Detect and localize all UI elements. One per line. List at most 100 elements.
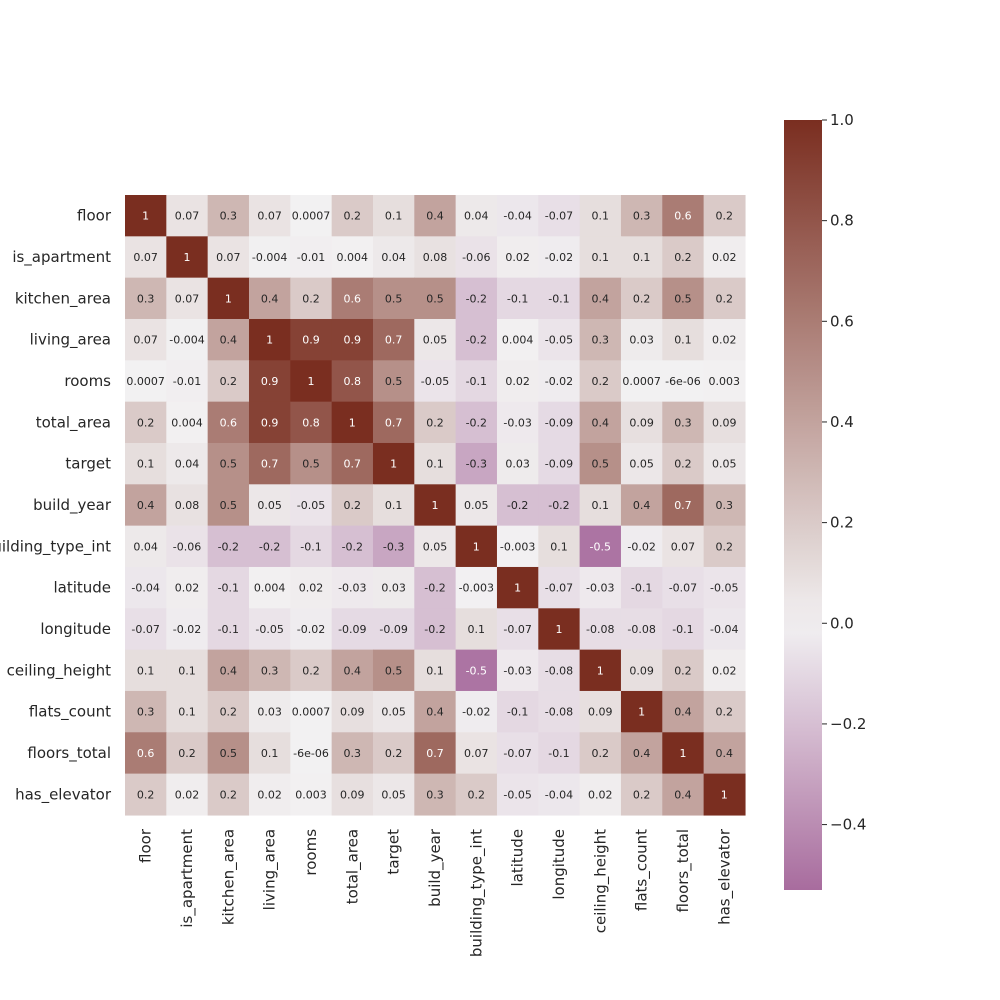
cell-annotation: 0.7 xyxy=(385,334,403,347)
heatmap-cell xyxy=(125,690,167,733)
cell-annotation: 0.05 xyxy=(381,788,406,801)
heatmap-cell xyxy=(455,442,498,485)
cell-annotation: 0.2 xyxy=(716,292,734,305)
heatmap-cell xyxy=(414,566,457,609)
cell-annotation: 0.03 xyxy=(257,706,282,719)
cell-annotation: 0.9 xyxy=(261,416,279,429)
heatmap-cell xyxy=(248,442,291,485)
heatmap-cell xyxy=(703,277,746,320)
cell-annotation: 0.08 xyxy=(423,251,448,264)
cell-annotation: 0.3 xyxy=(261,664,279,677)
cell-annotation: 0.2 xyxy=(137,788,155,801)
cell-annotation: 0.07 xyxy=(133,251,158,264)
cell-annotation: 0.6 xyxy=(344,292,362,305)
heatmap-cell xyxy=(166,401,209,444)
heatmap-cell xyxy=(207,484,250,527)
heatmap-cell xyxy=(620,773,663,816)
cell-annotation: 0.1 xyxy=(550,540,568,553)
cell-annotation: 0.02 xyxy=(257,788,282,801)
cell-annotation: 0.02 xyxy=(505,375,530,388)
heatmap-cell xyxy=(579,318,622,361)
heatmap-cell xyxy=(662,277,705,320)
cell-annotation: -0.07 xyxy=(131,623,159,636)
cell-annotation: -0.1 xyxy=(300,540,321,553)
heatmap-cell xyxy=(455,773,498,816)
cell-annotation: -0.004 xyxy=(169,334,204,347)
y-tick-label: total_area xyxy=(36,413,111,432)
heatmap-cell xyxy=(372,608,415,651)
heatmap-cell xyxy=(166,773,209,816)
cell-annotation: -0.2 xyxy=(466,292,487,305)
heatmap-cell xyxy=(414,236,457,279)
y-tick-label: has_elevator xyxy=(15,785,112,804)
heatmap-cell xyxy=(290,566,333,609)
heatmap-cell xyxy=(248,277,291,320)
heatmap-cell xyxy=(496,525,539,568)
heatmap-cell xyxy=(331,484,374,527)
cell-annotation: 0.2 xyxy=(716,706,734,719)
cell-annotation: 0.4 xyxy=(426,210,444,223)
cell-annotation: 0.5 xyxy=(220,499,238,512)
heatmap-cell xyxy=(662,566,705,609)
heatmap-cell xyxy=(372,401,415,444)
cell-annotation: 1 xyxy=(597,664,604,677)
cell-annotation: 0.2 xyxy=(302,292,320,305)
cell-annotation: -0.1 xyxy=(218,582,239,595)
cell-annotation: -0.02 xyxy=(173,623,201,636)
cell-annotation: 0.02 xyxy=(712,334,737,347)
heatmap-cell xyxy=(703,360,746,403)
cell-annotation: 0.2 xyxy=(468,788,486,801)
heatmap-cell xyxy=(496,566,539,609)
heatmap-cell xyxy=(414,195,457,237)
x-tick-label: total_area xyxy=(343,829,362,904)
cell-annotation: 0.09 xyxy=(712,416,737,429)
heatmap-cell xyxy=(414,442,457,485)
cell-annotation: 0.0007 xyxy=(292,210,331,223)
heatmap-cell xyxy=(455,236,498,279)
x-tick-label: build_year xyxy=(426,828,445,907)
heatmap-cell xyxy=(331,442,374,485)
heatmap-cell xyxy=(207,318,250,361)
cell-annotation: 0.07 xyxy=(216,251,241,264)
cell-annotation: 0.5 xyxy=(220,458,238,471)
cell-annotation: 0.07 xyxy=(175,210,200,223)
cell-annotation: -0.2 xyxy=(466,334,487,347)
heatmap-cell xyxy=(331,773,374,816)
cell-annotation: 0.2 xyxy=(220,375,238,388)
cell-annotation: -0.3 xyxy=(466,458,487,471)
y-tick-label: latitude xyxy=(53,579,111,597)
x-tick-label: has_elevator xyxy=(715,828,734,925)
cell-annotation: -0.03 xyxy=(503,416,531,429)
heatmap-cell xyxy=(662,732,705,775)
cell-annotation: 0.02 xyxy=(712,664,737,677)
heatmap-cell xyxy=(166,236,209,279)
heatmap-cell xyxy=(620,195,663,237)
cell-annotation: 0.05 xyxy=(464,499,489,512)
cell-annotation: 0.2 xyxy=(220,706,238,719)
cell-annotation: 0.1 xyxy=(674,334,692,347)
cell-annotation: 0.04 xyxy=(464,210,489,223)
heatmap-cell xyxy=(538,401,581,444)
cell-annotation: 0.003 xyxy=(295,788,327,801)
heatmap-cell xyxy=(538,195,581,237)
heatmap-cell xyxy=(125,195,167,237)
cell-annotation: 0.3 xyxy=(716,499,734,512)
cell-annotation: -0.2 xyxy=(548,499,569,512)
cell-annotation: -0.02 xyxy=(462,706,490,719)
cell-annotation: 0.1 xyxy=(633,251,651,264)
heatmap-cell xyxy=(166,442,209,485)
cell-annotation: -0.08 xyxy=(586,623,614,636)
cell-annotation: 0.4 xyxy=(633,499,651,512)
heatmap-cell xyxy=(496,318,539,361)
cell-annotation: 0.3 xyxy=(137,706,155,719)
cell-annotation: -0.2 xyxy=(424,582,445,595)
heatmap-cell xyxy=(455,484,498,527)
cell-annotation: 0.3 xyxy=(674,416,692,429)
heatmap-cell xyxy=(496,649,539,692)
heatmap-cell xyxy=(331,277,374,320)
colorbar-tick-label: 0.0 xyxy=(830,614,854,632)
cell-annotation: 0.3 xyxy=(592,334,610,347)
cell-annotation: 0.2 xyxy=(426,416,444,429)
cell-annotation: 0.1 xyxy=(385,499,403,512)
heatmap-cell xyxy=(538,236,581,279)
